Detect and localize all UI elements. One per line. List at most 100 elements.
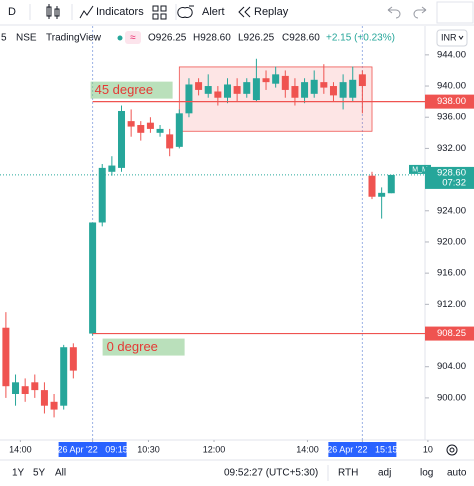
candle-body bbox=[281, 75, 289, 90]
candle-body bbox=[108, 165, 116, 172]
x-tick-label: 10 bbox=[423, 444, 433, 454]
y-tick-label: 900.00 bbox=[437, 392, 466, 403]
candle-body bbox=[89, 222, 97, 334]
candle-body bbox=[185, 84, 193, 114]
candle-body bbox=[291, 86, 299, 98]
candle-body bbox=[21, 386, 29, 394]
candle-body bbox=[262, 78, 270, 83]
currency-box[interactable] bbox=[436, 29, 468, 47]
x-tick-label: 12:00 bbox=[203, 444, 226, 454]
y-tick-label: 912.00 bbox=[437, 299, 466, 310]
currency[interactable]: INR bbox=[441, 32, 457, 42]
badge-box bbox=[125, 31, 141, 44]
x-tick-label: 26 Apr '22 09:15 bbox=[57, 444, 127, 454]
candle-body bbox=[223, 84, 231, 98]
text-note-box bbox=[102, 338, 185, 356]
x-tick-label: 14:00 bbox=[9, 444, 32, 454]
menu-button[interactable] bbox=[436, 1, 474, 24]
clock: 09:52:27 (UTC+5:30) bbox=[224, 468, 318, 479]
candle-body bbox=[368, 175, 376, 197]
y-tick-label: 940.00 bbox=[437, 81, 466, 92]
candle-body bbox=[60, 347, 68, 406]
text-note: 0 degree bbox=[107, 339, 158, 354]
candle-body bbox=[2, 327, 10, 387]
indicators-icon[interactable] bbox=[79, 5, 94, 19]
legend-source: TradingView bbox=[46, 33, 102, 44]
legend-close: C928.60 bbox=[282, 33, 320, 44]
candle-body bbox=[349, 79, 357, 98]
x-tick-label: 26 Apr '22 15:15 bbox=[327, 444, 397, 454]
undo-icon[interactable] bbox=[387, 6, 401, 19]
x-tick-label: 10:30 bbox=[137, 444, 160, 454]
candle-body bbox=[175, 113, 183, 147]
alert-button[interactable]: Alert bbox=[202, 6, 225, 18]
range-button[interactable]: 1Y bbox=[12, 468, 25, 479]
candle-body bbox=[166, 134, 174, 149]
y-tick-label: 932.00 bbox=[437, 143, 466, 154]
settings-icon[interactable] bbox=[446, 444, 458, 456]
option-adj[interactable]: adj bbox=[378, 468, 391, 479]
candle-body bbox=[378, 192, 386, 197]
candle-body bbox=[146, 122, 154, 129]
name-label: M_M bbox=[412, 166, 428, 173]
legend-exchange: NSE bbox=[16, 33, 37, 44]
last-price-label: 928.60 bbox=[437, 167, 466, 178]
legend-open: O926.25 bbox=[148, 33, 187, 44]
alert-icon[interactable] bbox=[177, 5, 194, 18]
candle-body bbox=[118, 110, 126, 168]
replay-icon[interactable] bbox=[238, 6, 251, 18]
candle-body bbox=[156, 128, 164, 133]
candle-body bbox=[301, 82, 309, 98]
price-label-box bbox=[425, 326, 474, 341]
range-button[interactable]: All bbox=[55, 468, 66, 479]
candle-body bbox=[98, 167, 106, 223]
legend-high: H928.60 bbox=[193, 33, 231, 44]
redo-icon[interactable] bbox=[413, 6, 427, 19]
name-label-box bbox=[409, 164, 431, 174]
interval-button[interactable]: D bbox=[8, 6, 16, 18]
y-tick-label: 944.00 bbox=[437, 49, 466, 60]
currency-caret bbox=[458, 35, 464, 40]
legend-change: +2.15 (+0.23%) bbox=[326, 33, 395, 44]
candle-body bbox=[272, 74, 280, 84]
y-tick-label: 904.00 bbox=[437, 361, 466, 372]
option-log[interactable]: log bbox=[420, 468, 433, 479]
candle-body bbox=[387, 174, 395, 194]
price-label: 938.00 bbox=[437, 96, 466, 107]
x-tick-box bbox=[328, 442, 397, 457]
x-tick-label: 14:00 bbox=[296, 444, 319, 454]
candle-body bbox=[195, 82, 203, 90]
candle-body bbox=[69, 347, 77, 371]
option-rth[interactable]: RTH bbox=[338, 468, 358, 479]
candle-body bbox=[310, 79, 318, 94]
layout-icon[interactable] bbox=[152, 5, 167, 20]
status-dot bbox=[117, 35, 123, 41]
text-note: 45 degree bbox=[95, 82, 154, 97]
chart-type-icon[interactable] bbox=[46, 4, 60, 19]
range-button[interactable]: 5Y bbox=[33, 468, 46, 479]
option-auto[interactable]: auto bbox=[447, 468, 467, 479]
candle-body bbox=[204, 86, 212, 94]
candle-body bbox=[40, 390, 48, 406]
last-price-box bbox=[425, 166, 474, 189]
candle-body bbox=[339, 82, 347, 98]
y-tick-label: 920.00 bbox=[437, 236, 466, 247]
candle-body bbox=[50, 401, 58, 410]
indicators-button[interactable]: Indicators bbox=[96, 6, 144, 18]
candle-body bbox=[243, 82, 251, 94]
candle-body bbox=[329, 86, 337, 96]
x-tick-box bbox=[58, 442, 127, 457]
y-tick-label: 916.00 bbox=[437, 268, 466, 279]
candle-body bbox=[127, 121, 135, 127]
replay-button[interactable]: Replay bbox=[254, 6, 289, 18]
legend-low: L926.25 bbox=[238, 33, 275, 44]
price-label: 908.25 bbox=[437, 328, 466, 339]
countdown-label: 07:32 bbox=[442, 177, 466, 188]
price-label-box bbox=[425, 94, 474, 109]
legend-badge: ≈ bbox=[130, 33, 136, 44]
candle-body bbox=[320, 82, 328, 88]
candle-body bbox=[358, 74, 366, 87]
candle-body bbox=[214, 91, 222, 98]
candle-body bbox=[137, 125, 145, 133]
